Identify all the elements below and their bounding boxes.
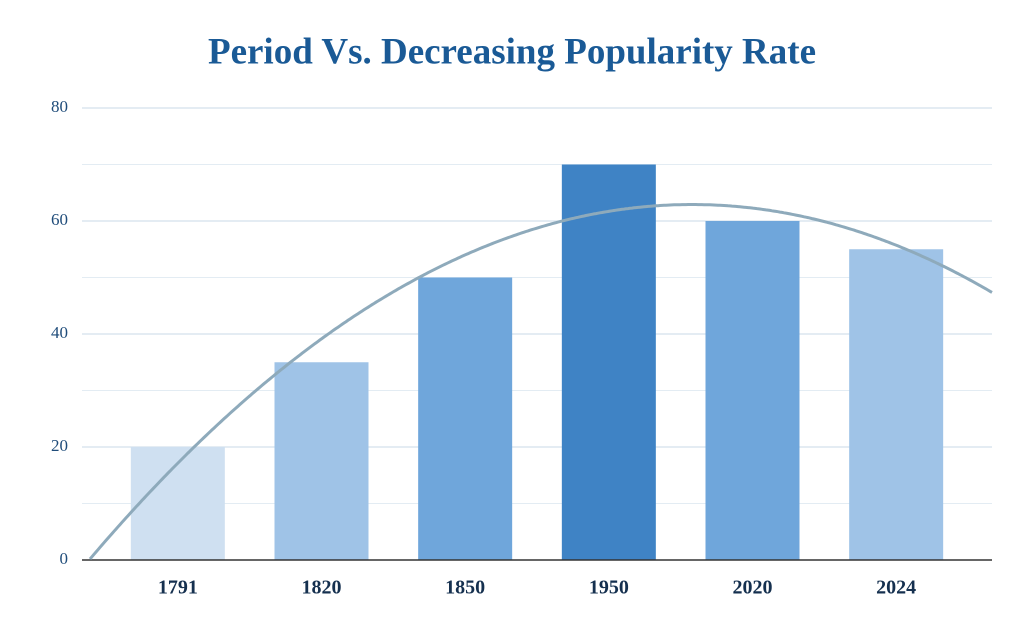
x-tick-label: 2024 bbox=[876, 577, 916, 599]
bar bbox=[130, 447, 225, 560]
x-tick-label: 1950 bbox=[589, 577, 629, 599]
x-tick-label: 1791 bbox=[158, 577, 198, 599]
bar bbox=[561, 164, 656, 560]
trendline bbox=[88, 203, 993, 560]
x-tick-label: 1820 bbox=[302, 577, 342, 599]
x-tick-label: 1850 bbox=[445, 577, 485, 599]
bar bbox=[705, 221, 800, 560]
y-tick-label: 60 bbox=[51, 210, 68, 229]
y-tick-label: 0 bbox=[60, 549, 69, 568]
bar bbox=[274, 362, 369, 560]
bar bbox=[418, 277, 513, 560]
x-tick-label: 2020 bbox=[733, 577, 773, 599]
y-tick-label: 80 bbox=[51, 97, 68, 116]
y-tick-label: 20 bbox=[51, 436, 68, 455]
chart-title: Period Vs. Decreasing Popularity Rate bbox=[208, 31, 816, 72]
y-tick-label: 40 bbox=[51, 323, 68, 342]
bar bbox=[849, 249, 944, 560]
